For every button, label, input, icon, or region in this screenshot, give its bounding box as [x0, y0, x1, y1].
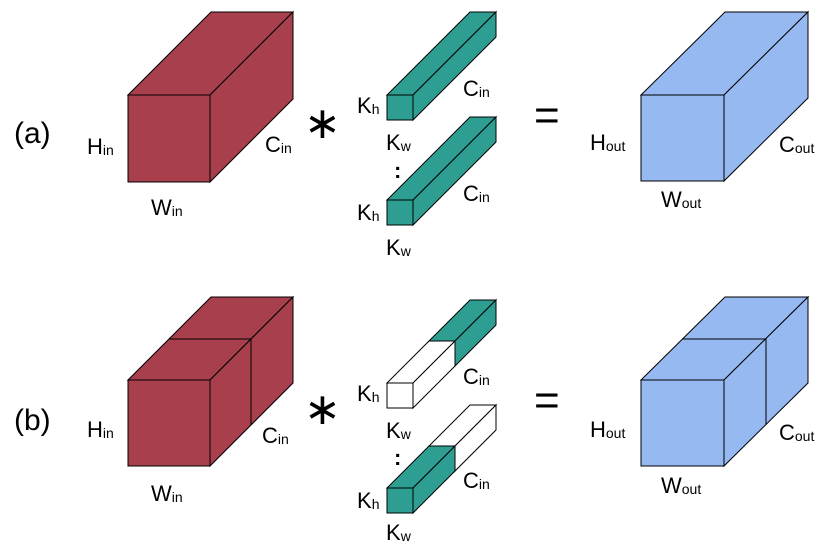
row-a-kernel-2-kw-label: Kw	[386, 235, 412, 260]
row-b-input-w-label: Win	[151, 481, 183, 506]
row-b-output-w-label: Wout	[661, 473, 701, 498]
row-b-kernel-2-side-back-half	[454, 403, 497, 473]
row-a: (a) Hin Cin Win ∗ Kh Cin Kw : Kh Cin Kw	[14, 10, 814, 260]
row-b-kernel-1-kh-label: Kh	[357, 381, 379, 406]
row-b-kernel-1	[385, 298, 498, 410]
row-b-output-front-face	[640, 379, 725, 467]
row-a-input-w-label: Win	[151, 195, 183, 220]
row-b-output-c-label: Cout	[779, 420, 814, 445]
row-b-input-front-face	[127, 379, 211, 467]
row-a-output-c-label: Cout	[779, 132, 814, 157]
row-b-equals-sign: =	[534, 376, 560, 425]
row-a-kernel-1-front	[386, 94, 414, 121]
row-a-output-w-label: Wout	[661, 187, 701, 212]
row-a-kernel-ellipsis: :	[394, 158, 401, 183]
row-a-input-c-label: Cin	[265, 132, 292, 157]
row-b-kernel-1-c-label: Cin	[463, 364, 490, 389]
row-b-input-group-split-line	[169, 338, 252, 425]
row-a-conv-operator: ∗	[304, 99, 341, 148]
row-b-input-tensor	[126, 295, 295, 468]
row-b-kernel-2-front	[386, 487, 414, 514]
row-b-label: (b)	[14, 404, 51, 437]
row-b-conv-operator: ∗	[304, 385, 341, 434]
row-b-kernel-1-side-back-half	[454, 298, 497, 368]
row-a-kernel-1	[385, 10, 498, 122]
row-b-kernel-ellipsis: :	[394, 445, 401, 470]
row-b: (b) Hin Cin Win ∗ Kh Cin Kw :	[14, 295, 814, 545]
row-a-input-tensor	[126, 10, 295, 184]
row-a-output-front-face	[640, 94, 725, 182]
row-b-input-c-label: Cin	[262, 423, 289, 448]
row-a-kernel-1-kh-label: Kh	[357, 93, 379, 118]
row-b-kernel-2-c-label: Cin	[463, 468, 490, 493]
row-a-kernel-1-c-label: Cin	[463, 76, 490, 101]
row-a-kernel-2	[385, 115, 498, 227]
row-b-output-group-split-line	[682, 338, 767, 425]
row-b-output-tensor	[639, 295, 810, 468]
row-a-kernel-2-c-label: Cin	[463, 181, 490, 206]
row-a-output-h-label: Hout	[590, 130, 625, 155]
row-b-kernel-1-kw-label: Kw	[386, 418, 412, 443]
row-a-input-h-label: Hin	[87, 134, 114, 159]
row-a-kernel-2-front	[386, 199, 414, 226]
row-a-equals-sign: =	[534, 91, 560, 140]
row-b-kernel-2-kh-label: Kh	[357, 488, 379, 513]
row-b-output-h-label: Hout	[590, 417, 625, 442]
row-a-output-tensor	[639, 10, 810, 183]
row-a-label: (a)	[14, 117, 51, 150]
row-a-kernel-1-kw-label: Kw	[386, 130, 412, 155]
row-b-kernel-1-front	[386, 382, 414, 409]
row-b-input-h-label: Hin	[87, 417, 114, 442]
row-b-kernel-2	[385, 403, 498, 515]
row-a-input-front-face	[127, 94, 211, 183]
row-a-kernel-2-kh-label: Kh	[357, 200, 379, 225]
row-b-kernel-2-kw-label: Kw	[386, 520, 412, 543]
